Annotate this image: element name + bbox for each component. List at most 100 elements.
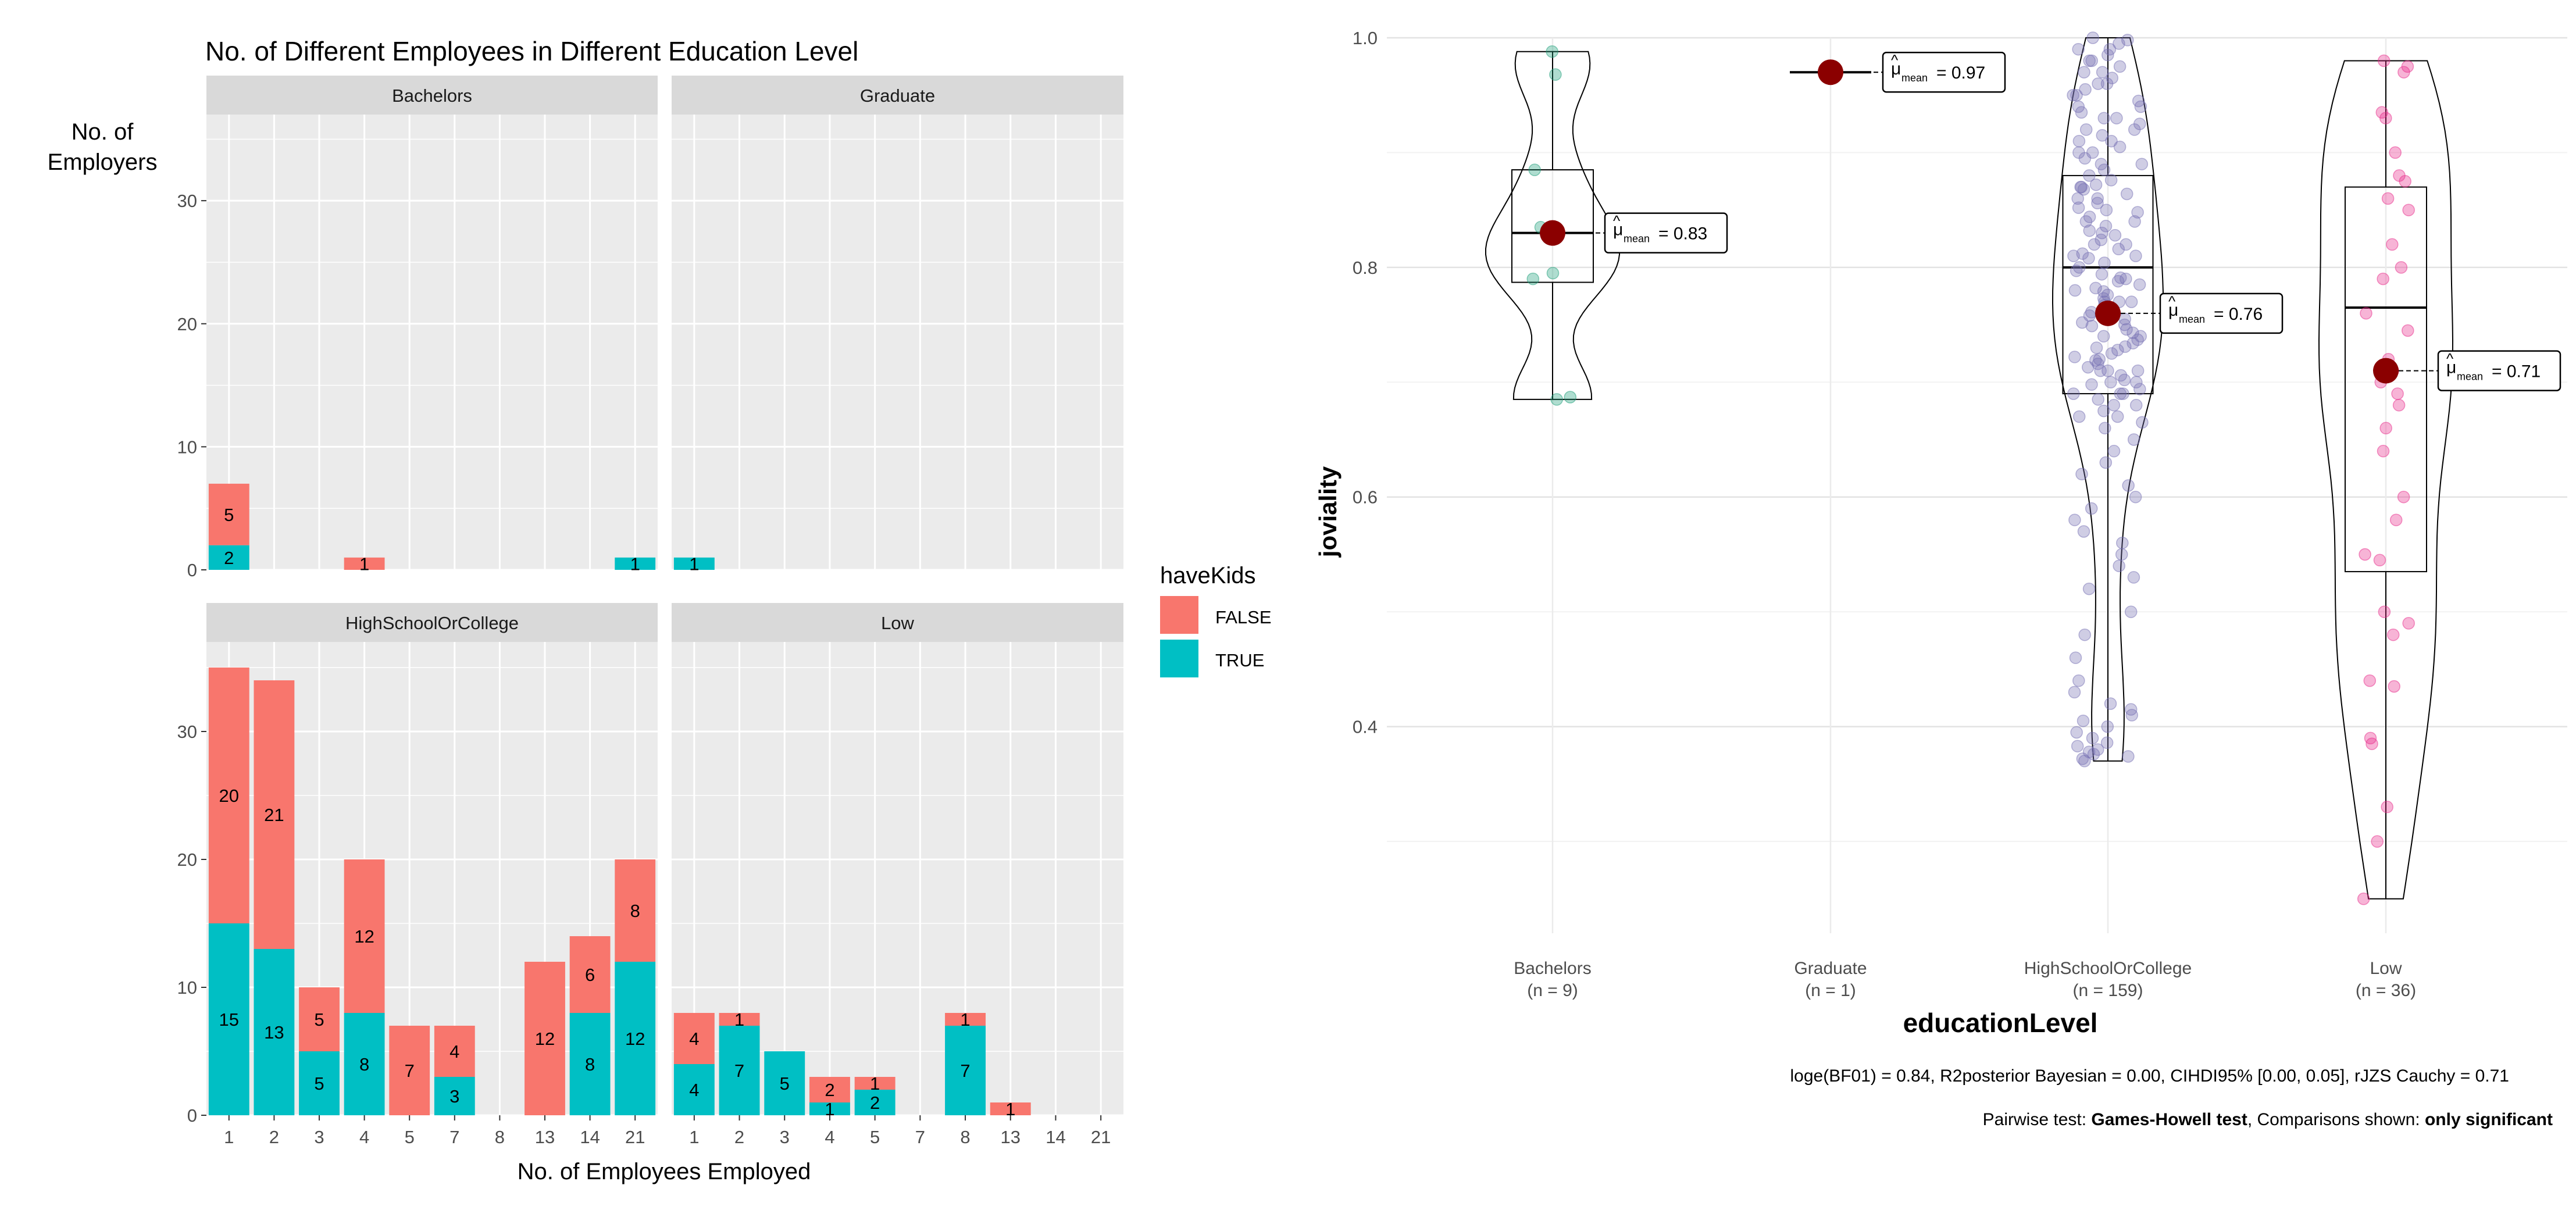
- point-highschoolorcollege: [2067, 88, 2079, 102]
- group-bachelors: μ^mean = 0.83 Bachelors (n = 9): [1485, 45, 1728, 1000]
- group-n-low: (n = 36): [2356, 981, 2416, 1000]
- mean-label-box-highschoolorcollege: [2159, 292, 2284, 334]
- point-highschoolorcollege: [2083, 169, 2096, 182]
- point-highschoolorcollege: [2100, 204, 2113, 216]
- bar-label-highschoolorcollege-true-14: 8: [585, 1054, 595, 1075]
- point-low: [2402, 324, 2414, 337]
- group-low: μ^mean = 0.71 Low (n = 36): [2318, 54, 2561, 1000]
- bar-highschoolorcollege-true-4: [344, 1013, 385, 1115]
- group-label-graduate: Graduate: [1794, 959, 1867, 978]
- point-highschoolorcollege: [2133, 383, 2146, 395]
- point-highschoolorcollege: [2071, 740, 2084, 752]
- point-low: [2363, 674, 2377, 687]
- point-highschoolorcollege: [2136, 416, 2149, 429]
- point-highschoolorcollege: [2069, 651, 2082, 664]
- point-highschoolorcollege: [2129, 249, 2142, 262]
- mean-hat-highschoolorcollege: ^: [2168, 292, 2176, 310]
- facet-label-bachelors: Bachelors: [392, 85, 472, 106]
- point-highschoolorcollege: [2083, 224, 2096, 237]
- point-highschoolorcollege: [2095, 158, 2108, 170]
- point-highschoolorcollege: [2072, 201, 2085, 214]
- x-tick-label: 14: [580, 1127, 600, 1147]
- point-highschoolorcollege: [2079, 123, 2093, 136]
- mean-label-box-graduate: [1882, 51, 2006, 93]
- point-highschoolorcollege: [2125, 709, 2138, 722]
- y-tick-label: 20: [177, 850, 197, 870]
- facet-label-graduate: Graduate: [860, 85, 935, 106]
- x-tick-label: 8: [495, 1127, 505, 1147]
- x-tick-label: 5: [405, 1127, 415, 1147]
- point-highschoolorcollege: [2117, 387, 2129, 400]
- facet-strip-bachelors: [206, 76, 658, 115]
- facet-strip-low: [672, 603, 1123, 642]
- violin-bachelors: [1485, 51, 1620, 400]
- point-highschoolorcollege: [2110, 112, 2123, 124]
- x-tick-label: 14: [1046, 1127, 1065, 1147]
- point-highschoolorcollege: [2122, 479, 2135, 492]
- point-highschoolorcollege: [2097, 112, 2111, 124]
- point-highschoolorcollege: [2096, 129, 2109, 142]
- mean-hat-bachelors: ^: [1613, 212, 1621, 230]
- bar-label-highschoolorcollege-false-21: 8: [630, 901, 640, 921]
- point-highschoolorcollege: [2111, 344, 2124, 356]
- bar-label-highschoolorcollege-false-4: 12: [354, 926, 374, 947]
- point-highschoolorcollege: [2097, 330, 2110, 343]
- bar-label-highschoolorcollege-false-13: 12: [535, 1029, 555, 1049]
- legend: haveKids FALSE TRUE: [1160, 563, 1272, 677]
- y-tick-label: 10: [177, 437, 197, 457]
- bar-low-false-8: [945, 1013, 986, 1026]
- point-bachelors: [1526, 272, 1540, 286]
- point-low: [2389, 146, 2402, 159]
- point-highschoolorcollege: [2118, 373, 2131, 387]
- point-highschoolorcollege: [2095, 267, 2108, 281]
- mean-value-bachelors: = 0.83: [1658, 224, 1707, 244]
- bar-label-low-false-1: 4: [689, 1029, 699, 1049]
- point-low: [2377, 445, 2390, 458]
- bar-label-low-true-5: 2: [870, 1093, 880, 1113]
- facet-strip-highschoolorcollege: [206, 603, 658, 642]
- legend-title: haveKids: [1160, 563, 1256, 588]
- point-low: [2402, 204, 2415, 216]
- point-highschoolorcollege: [2113, 559, 2125, 572]
- point-highschoolorcollege: [2068, 351, 2081, 363]
- point-low: [2366, 737, 2378, 750]
- x-tick-label: 21: [1091, 1127, 1111, 1147]
- point-highschoolorcollege: [2127, 326, 2139, 340]
- y-tick-label: 30: [177, 722, 197, 742]
- point-low: [2379, 422, 2392, 435]
- point-highschoolorcollege: [2085, 319, 2099, 333]
- bar-highschoolorcollege-false-5: [389, 1026, 430, 1115]
- mean-point-highschoolorcollege: [2095, 300, 2121, 326]
- point-highschoolorcollege: [2082, 361, 2095, 374]
- point-highschoolorcollege: [2127, 337, 2139, 349]
- bar-label-highschoolorcollege-true-21: 12: [625, 1029, 645, 1049]
- bar-label-highschoolorcollege-false-1: 20: [219, 786, 239, 806]
- point-highschoolorcollege: [2133, 278, 2146, 291]
- left-chart-title: No. of Different Employees in Different …: [205, 36, 858, 66]
- x-tick-label: 3: [314, 1127, 324, 1147]
- bar-label-highschoolorcollege-false-3: 5: [314, 1009, 324, 1030]
- group-n-graduate: (n = 1): [1805, 981, 1856, 1000]
- point-highschoolorcollege: [2077, 525, 2090, 538]
- point-low: [2391, 387, 2404, 400]
- point-highschoolorcollege: [2079, 83, 2092, 96]
- point-highschoolorcollege: [2104, 697, 2117, 710]
- point-highschoolorcollege: [2113, 60, 2127, 73]
- point-low: [2381, 801, 2393, 813]
- bar-low-true-2: [719, 1026, 760, 1115]
- point-low: [2395, 261, 2408, 274]
- point-low: [2359, 548, 2371, 561]
- x-tick-label: 8: [960, 1127, 970, 1147]
- point-highschoolorcollege: [2075, 106, 2088, 119]
- group-label-highschoolorcollege: HighSchoolOrCollege: [2024, 959, 2192, 978]
- point-highschoolorcollege: [2082, 252, 2095, 265]
- point-highschoolorcollege: [2076, 316, 2089, 329]
- point-highschoolorcollege: [2100, 77, 2114, 90]
- point-low: [2377, 272, 2389, 286]
- point-highschoolorcollege: [2097, 285, 2110, 298]
- mean-symbol-bachelors: μ: [1613, 220, 1623, 240]
- point-highschoolorcollege: [2098, 256, 2111, 269]
- point-highschoolorcollege: [2100, 736, 2114, 750]
- point-highschoolorcollege: [2111, 274, 2125, 288]
- legend-label-false: FALSE: [1215, 607, 1272, 627]
